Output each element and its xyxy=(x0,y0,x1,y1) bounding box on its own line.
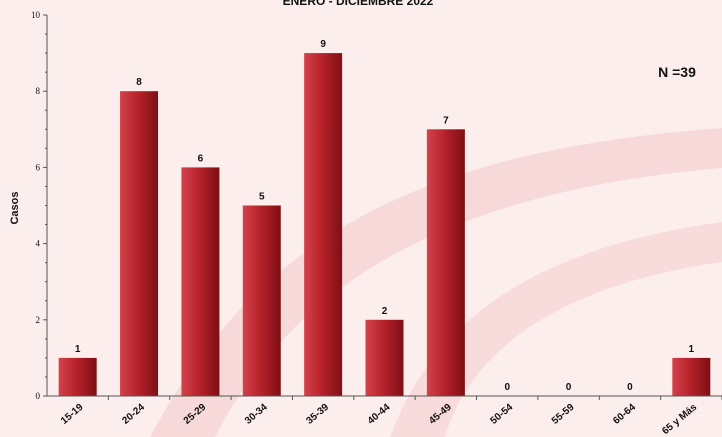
data-label: 8 xyxy=(136,77,142,88)
x-tick-label: 30-34 xyxy=(243,402,270,427)
x-tick-label: 55-59 xyxy=(550,402,577,427)
x-tick-label: 60-64 xyxy=(611,402,638,427)
bar-20-24 xyxy=(120,91,159,396)
data-labels: 1 8 6 5 9 2 7 0 0 0 1 xyxy=(75,39,695,393)
x-tick-label: 65 y Más xyxy=(660,402,699,437)
y-tick-label: 2 xyxy=(36,315,41,325)
data-label: 7 xyxy=(443,115,449,126)
n-annotation: N =39 xyxy=(658,64,696,80)
y-tick-label: 10 xyxy=(31,10,41,20)
bar-25-29 xyxy=(181,167,220,396)
y-tick-label: 6 xyxy=(36,162,41,172)
x-tick-label: 15-19 xyxy=(59,402,86,427)
data-label: 9 xyxy=(320,39,326,50)
y-tick-label: 4 xyxy=(36,239,41,249)
bars xyxy=(58,53,711,397)
y-tick-label: 8 xyxy=(36,86,41,96)
x-tick-label: 40-44 xyxy=(366,402,393,427)
bar-45-49 xyxy=(426,129,465,397)
data-label: 0 xyxy=(566,382,572,393)
y-tick-label: 0 xyxy=(36,391,41,401)
data-label: 0 xyxy=(627,382,633,393)
data-label: 1 xyxy=(689,344,695,355)
y-ticks: 0 2 4 6 8 10 xyxy=(31,10,47,401)
x-tick-label: 20-24 xyxy=(120,402,147,427)
data-label: 6 xyxy=(198,153,204,164)
bar-65 y Más xyxy=(672,357,711,396)
x-tick-label: 35-39 xyxy=(304,402,331,427)
x-tick-label: 50-54 xyxy=(488,402,515,427)
bar-40-44 xyxy=(365,319,404,396)
bar-35-39 xyxy=(304,53,343,396)
data-label: 1 xyxy=(75,344,81,355)
bar-30-34 xyxy=(242,205,281,396)
data-label: 5 xyxy=(259,192,265,203)
data-label: 0 xyxy=(504,382,510,393)
chart-title: ENERO - DICIEMBRE 2022 xyxy=(283,0,434,8)
bar-15-19 xyxy=(58,357,97,396)
data-label: 2 xyxy=(382,306,388,317)
y-axis-label: Casos xyxy=(9,191,21,224)
